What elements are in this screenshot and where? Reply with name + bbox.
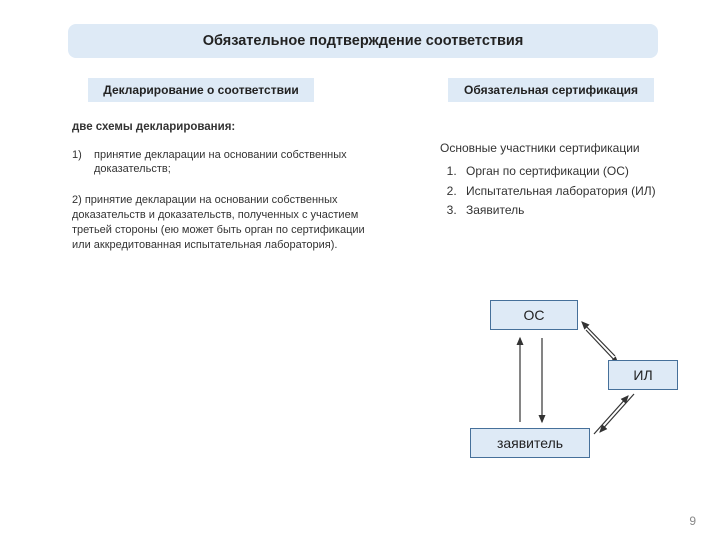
left-item-1-text: принятие декларации на основании собстве… — [94, 148, 372, 178]
page-number: 9 — [689, 514, 696, 528]
left-section-header: Декларирование о соответствии — [88, 78, 314, 102]
right-intro: Основные участники сертификации — [440, 140, 674, 157]
right-list: Орган по сертификации (ОС) Испытательная… — [460, 163, 674, 219]
right-column: Основные участники сертификации Орган по… — [424, 140, 674, 222]
left-item-1-num: 1) — [72, 148, 94, 178]
left-intro: две схемы декларирования: — [72, 120, 372, 136]
right-list-item-2: Испытательная лаборатория (ИЛ) — [460, 183, 674, 200]
main-title: Обязательное подтверждение соответствия — [68, 24, 658, 58]
diagram-node-oc: ОС — [490, 300, 578, 330]
left-item-2: 2) принятие декларации на основании собс… — [72, 193, 372, 252]
left-item-1: 1) принятие декларации на основании собс… — [72, 148, 372, 178]
diagram-arrows — [410, 300, 690, 500]
left-item-2-text: принятие декларации на основании собстве… — [72, 194, 365, 251]
left-column: две схемы декларирования: 1) принятие де… — [72, 120, 372, 253]
right-list-item-1: Орган по сертификации (ОС) — [460, 163, 674, 180]
right-list-item-3: Заявитель — [460, 202, 674, 219]
right-section-header: Обязательная сертификация — [448, 78, 654, 102]
diagram-node-il: ИЛ — [608, 360, 678, 390]
left-item-2-num: 2) — [72, 194, 85, 206]
diagram-node-applicant: заявитель — [470, 428, 590, 458]
diagram: ОС ИЛ заявитель — [410, 300, 690, 500]
